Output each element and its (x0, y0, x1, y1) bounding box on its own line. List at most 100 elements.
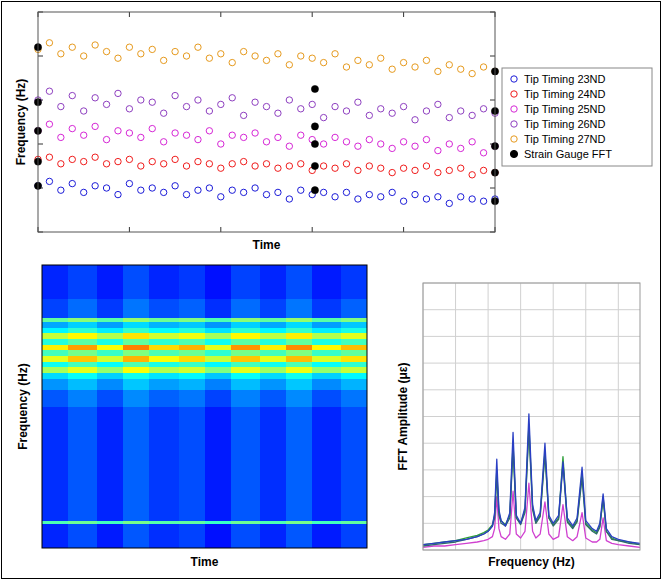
heat-cell (205, 265, 232, 299)
heat-cell (123, 520, 150, 524)
y-axis-title: Frequency (Hz) (14, 79, 28, 166)
data-point (423, 57, 429, 63)
heat-cell (341, 373, 367, 379)
data-point (172, 48, 178, 54)
x-tick-top (220, 12, 221, 17)
x-tick (403, 227, 404, 232)
heat-cell (149, 299, 179, 318)
data-point (58, 103, 64, 109)
heat-cell (97, 378, 124, 390)
heat-cell (205, 344, 232, 350)
data-point (81, 108, 87, 114)
data-group (42, 265, 367, 548)
heat-cell (42, 317, 69, 322)
heat-cell (68, 520, 98, 524)
data-point (320, 189, 326, 195)
data-point (92, 42, 98, 48)
plot-area (38, 12, 495, 232)
heat-cell (231, 524, 261, 548)
heat-cell (123, 344, 150, 350)
data-point (81, 132, 87, 138)
heat-cell (149, 344, 179, 350)
heat-cell (179, 373, 206, 379)
data-point (458, 194, 464, 200)
heat-cell (205, 524, 232, 548)
heat-cell (231, 390, 261, 407)
heat-cell (260, 327, 287, 333)
data-point (81, 189, 87, 195)
data-point (81, 158, 87, 164)
heat-cell (341, 350, 367, 356)
data-point (183, 191, 189, 197)
y-axis-title: Frequency (Hz) (16, 363, 30, 450)
heat-cell (341, 317, 367, 322)
data-point (183, 53, 189, 59)
data-point (46, 154, 52, 160)
heat-cell (42, 299, 69, 318)
data-point (423, 163, 429, 169)
heat-cell (286, 317, 313, 322)
heat-cell (123, 350, 150, 356)
data-point (195, 44, 201, 50)
data-point (103, 185, 109, 191)
heat-cell (179, 367, 206, 373)
heat-cell (149, 333, 179, 339)
legend-label: Tip Timing 27ND (524, 133, 606, 145)
data-point (378, 141, 384, 147)
data-point (195, 97, 201, 103)
legend-marker (511, 76, 517, 82)
heat-cell (205, 339, 232, 345)
heat-cell (179, 339, 206, 345)
heat-cell (179, 524, 206, 548)
heat-cell (312, 339, 342, 345)
heat-cell (260, 520, 287, 524)
figure-border (2, 2, 661, 579)
data-point (69, 156, 75, 162)
heat-cell (231, 333, 261, 339)
data-point (480, 198, 486, 204)
data-point (160, 139, 166, 145)
legend-marker (511, 136, 517, 142)
heat-cell (231, 373, 261, 379)
heat-cell (42, 373, 69, 379)
data-point (311, 187, 318, 194)
x-axis-title: Frequency (Hz) (488, 555, 575, 569)
legend-label: Tip Timing 24ND (524, 88, 606, 100)
data-point (355, 167, 361, 173)
heat-cell (123, 373, 150, 379)
heat-cell (231, 344, 261, 350)
heat-cell (68, 317, 98, 322)
heat-cell (260, 361, 287, 367)
data-point (46, 88, 52, 94)
data-point (286, 196, 292, 202)
data-point (332, 103, 338, 109)
data-point (160, 57, 166, 63)
heat-cell (341, 299, 367, 318)
data-point (298, 53, 304, 59)
heat-cell (286, 367, 313, 373)
data-point (400, 165, 406, 171)
data-point (103, 136, 109, 142)
heat-cell (205, 378, 232, 390)
data-point (309, 101, 315, 107)
heat-cell (42, 350, 69, 356)
heat-cell (42, 333, 69, 339)
data-point (229, 95, 235, 101)
data-point (343, 189, 349, 195)
data-point (206, 161, 212, 167)
data-point (435, 147, 441, 153)
data-point (58, 161, 64, 167)
heat-cell (68, 265, 98, 299)
data-point (103, 161, 109, 167)
data-point (343, 108, 349, 114)
data-point (400, 139, 406, 145)
data-point (58, 187, 64, 193)
heat-cell (42, 265, 69, 299)
heat-cell (286, 322, 313, 328)
heat-cell (123, 367, 150, 373)
y-tick-right (490, 188, 495, 189)
data-point (389, 66, 395, 72)
data-point (469, 139, 475, 145)
heat-cell (260, 317, 287, 322)
heat-cell (312, 390, 342, 407)
